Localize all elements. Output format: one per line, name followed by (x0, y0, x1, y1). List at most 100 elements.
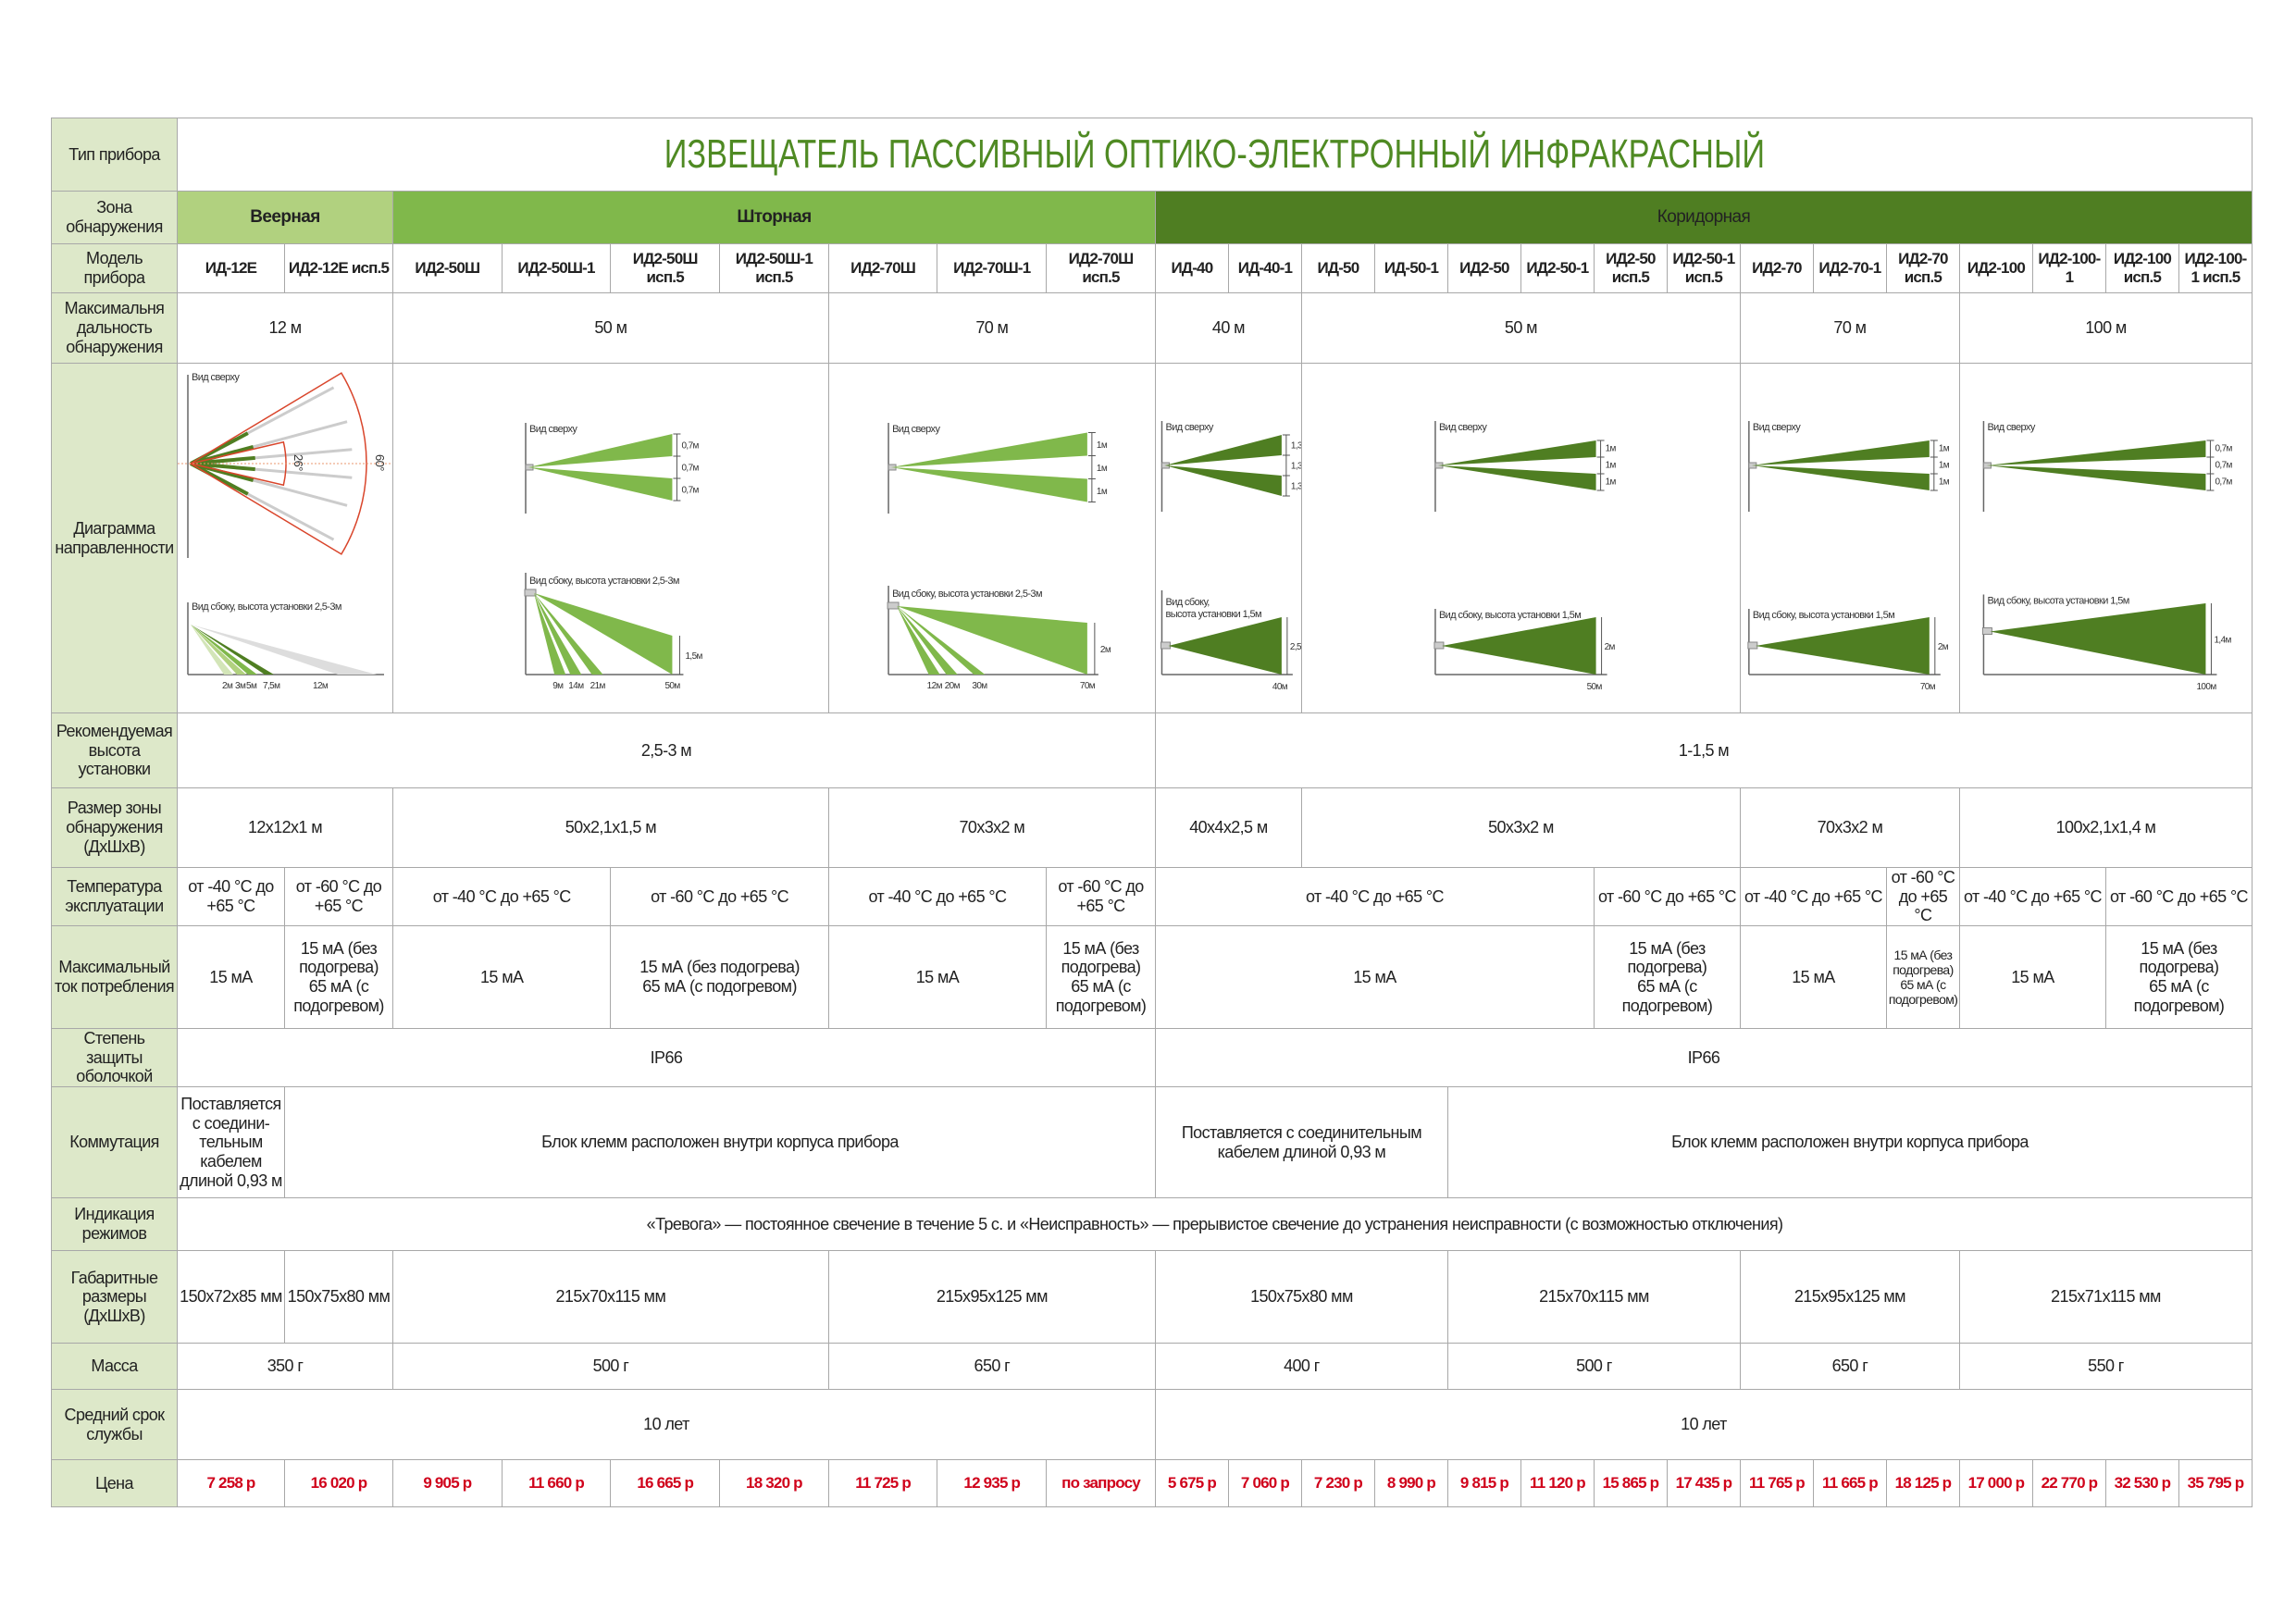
side-view-label: Вид сбоку, высота установки 1,5м (1753, 610, 1894, 621)
model-name: ИД2-50-1 исп.5 (1666, 243, 1741, 293)
diagram-svg: Вид сверху 0,7м 0,7м 0,7м Вид сбоку, высота … (524, 423, 703, 691)
diagram-cell: Вид сверху 1,3м 1,3м 1,3м Вид сбоку,высота у… (1154, 363, 1302, 713)
current-heat: 65 мА (с подогревом) (642, 977, 797, 997)
beam-wedge (1168, 617, 1282, 675)
temp-cell: от -40 °C до +65 °C (1958, 866, 2106, 927)
range-cell: 70 м (1739, 292, 1960, 364)
row-label: Степень защиты оболочкой (51, 1028, 178, 1088)
width-label: 1,3м (1291, 461, 1302, 471)
price-cell: 17 000 р (1958, 1459, 2033, 1508)
beam-green (190, 455, 255, 465)
angle-label: 60° (373, 454, 387, 471)
temp-cell: от -40 °C до +65 °C (177, 866, 285, 927)
row-label: Индикация режимов (51, 1197, 178, 1252)
model-name: ИД-40-1 (1227, 243, 1302, 293)
model-name: ИД2-70Ш-1 (937, 243, 1048, 293)
zone-size-cell: 50x2,1x1,5 м (392, 787, 829, 868)
comm-cell: Поставляется с соединительным кабелем дл… (1154, 1086, 1448, 1199)
current-cell: 15 мА (без подогрева) 65 мА (с подогревом… (610, 925, 829, 1030)
width-label: 0,7м (2215, 444, 2232, 454)
sensor-icon (1160, 641, 1171, 650)
zone-size-cell: 12x12x1 м (177, 787, 393, 868)
model-name: ИД-12Е (177, 243, 285, 293)
beam-wedge (1986, 465, 2206, 490)
range-cell: 50 м (392, 292, 829, 364)
distance-label: 21м (590, 681, 606, 691)
price-cell: 11 665 р (1812, 1459, 1887, 1508)
price-cell: 7 230 р (1300, 1459, 1375, 1508)
top-view-label: Вид сверху (1165, 422, 1213, 433)
model-name: ИД2-50-1 (1520, 243, 1595, 293)
row-label: Рекомендуемая высота установки (51, 712, 178, 788)
dims-cell: 150x72x85 мм (177, 1250, 285, 1344)
sensor-icon (1982, 462, 1992, 469)
model-name: ИД2-70-1 (1812, 243, 1887, 293)
row-label: Масса (51, 1343, 178, 1391)
width-label: 1м (1097, 464, 1108, 474)
row-label: Цена (51, 1459, 178, 1508)
width-label: 1м (1606, 477, 1617, 488)
top-view-label: Вид сверху (529, 424, 577, 435)
beam-strip (534, 593, 566, 675)
model-name: ИД2-50Ш-1 исп.5 (719, 243, 829, 293)
width-label: 1м (1606, 444, 1617, 454)
service-cell: 10 лет (1154, 1389, 2253, 1461)
height-label: 2м (1100, 645, 1111, 655)
diagram-svg: Вид сверху 26° 60° Вид сбоку, высота устано… (178, 372, 392, 691)
row-dims: Габаритные размеры (ДхШхВ) 150x72x85 мм 1… (51, 1250, 2253, 1344)
diagram-svg: Вид сверху 1м 1м 1м Вид сбоку, высота устано… (1433, 421, 1617, 692)
distance-label: 5м (246, 681, 257, 691)
current-no-heat: 15 мА (без подогрева) (1893, 947, 1954, 977)
mass-cell: 500 г (392, 1343, 829, 1391)
row-height: Рекомендуемая высота установки 2,5-3 м 1… (51, 712, 2253, 788)
price-cell: 9 815 р (1446, 1459, 1521, 1508)
model-name: ИД2-50 (1446, 243, 1521, 293)
zone-corridor: Коридорная (1154, 191, 2253, 244)
model-name: ИД2-100 (1958, 243, 2033, 293)
comm-cell: Поставляется с соедини-тельным кабелем д… (177, 1086, 285, 1199)
current-heat: 65 мА (с подогревом) (2133, 977, 2225, 1015)
height-label: 1,5м (685, 651, 702, 662)
beam-wedge (1755, 617, 1930, 675)
diagram-cell: Вид сверху 0,7м 0,7м 0,7м Вид сбоку, высота … (392, 363, 829, 713)
comm-cell: Блок клемм расположен внутри корпуса при… (284, 1086, 1156, 1199)
width-label: 1,3м (1291, 440, 1302, 451)
width-label: 1м (1606, 461, 1617, 471)
range-cell: 50 м (1300, 292, 1741, 364)
beam-wedge (1990, 603, 2206, 675)
width-label: 1м (1097, 487, 1108, 497)
row-indication: Индикация режимов «Тревога» — постоянное… (51, 1197, 2253, 1252)
row-comm: Коммутация Поставляется с соедини-тельны… (51, 1086, 2253, 1199)
zone-size-cell: 70x3x2 м (827, 787, 1156, 868)
dims-cell: 215x95x125 мм (1739, 1250, 1960, 1344)
current-cell: 15 мА (1958, 925, 2106, 1030)
model-name: ИД2-70Ш исп.5 (1046, 243, 1156, 293)
dims-cell: 215x95x125 мм (827, 1250, 1156, 1344)
sensor-icon (887, 464, 897, 471)
model-name: ИД2-50Ш (392, 243, 503, 293)
comm-cell: Блок клемм расположен внутри корпуса при… (1446, 1086, 2253, 1199)
current-no-heat: 15 мА (без подогрева) (639, 958, 800, 977)
distance-label: 9м (552, 681, 564, 691)
range-cell: 100 м (1958, 292, 2253, 364)
price-cell: 16 020 р (284, 1459, 393, 1508)
diagram-cell: Вид сверху 1м 1м 1м Вид сбоку, высота устано… (827, 363, 1156, 713)
current-no-heat: 15 мА (без подогрева) (2139, 938, 2219, 977)
sensor-icon (525, 464, 534, 471)
current-cell: 15 мА (827, 925, 1048, 1030)
model-name: ИД2-70 исп.5 (1885, 243, 1960, 293)
distance-label: 40м (1272, 682, 1288, 692)
beam-strip (191, 625, 233, 675)
current-cell: 15 мА (без подогрева) 65 мА (с подогревом… (284, 925, 393, 1030)
row-model: Модель прибора ИД-12Е ИД2-12Е исп.5 ИД2-50… (51, 243, 2253, 293)
model-name: ИД2-12Е исп.5 (284, 243, 393, 293)
mass-cell: 550 г (1958, 1343, 2253, 1391)
beam-strip (191, 625, 246, 675)
side-view-label: Вид сбоку, высота установки 2,5-3м (192, 601, 341, 613)
price-cell: 15 865 р (1593, 1459, 1668, 1508)
price-cell: 8 990 р (1373, 1459, 1448, 1508)
distance-label: 3м (235, 681, 246, 691)
zone-size-cell: 50x3x2 м (1300, 787, 1741, 868)
height-label: 2м (1938, 642, 1949, 652)
price-cell: 32 530 р (2104, 1459, 2179, 1508)
